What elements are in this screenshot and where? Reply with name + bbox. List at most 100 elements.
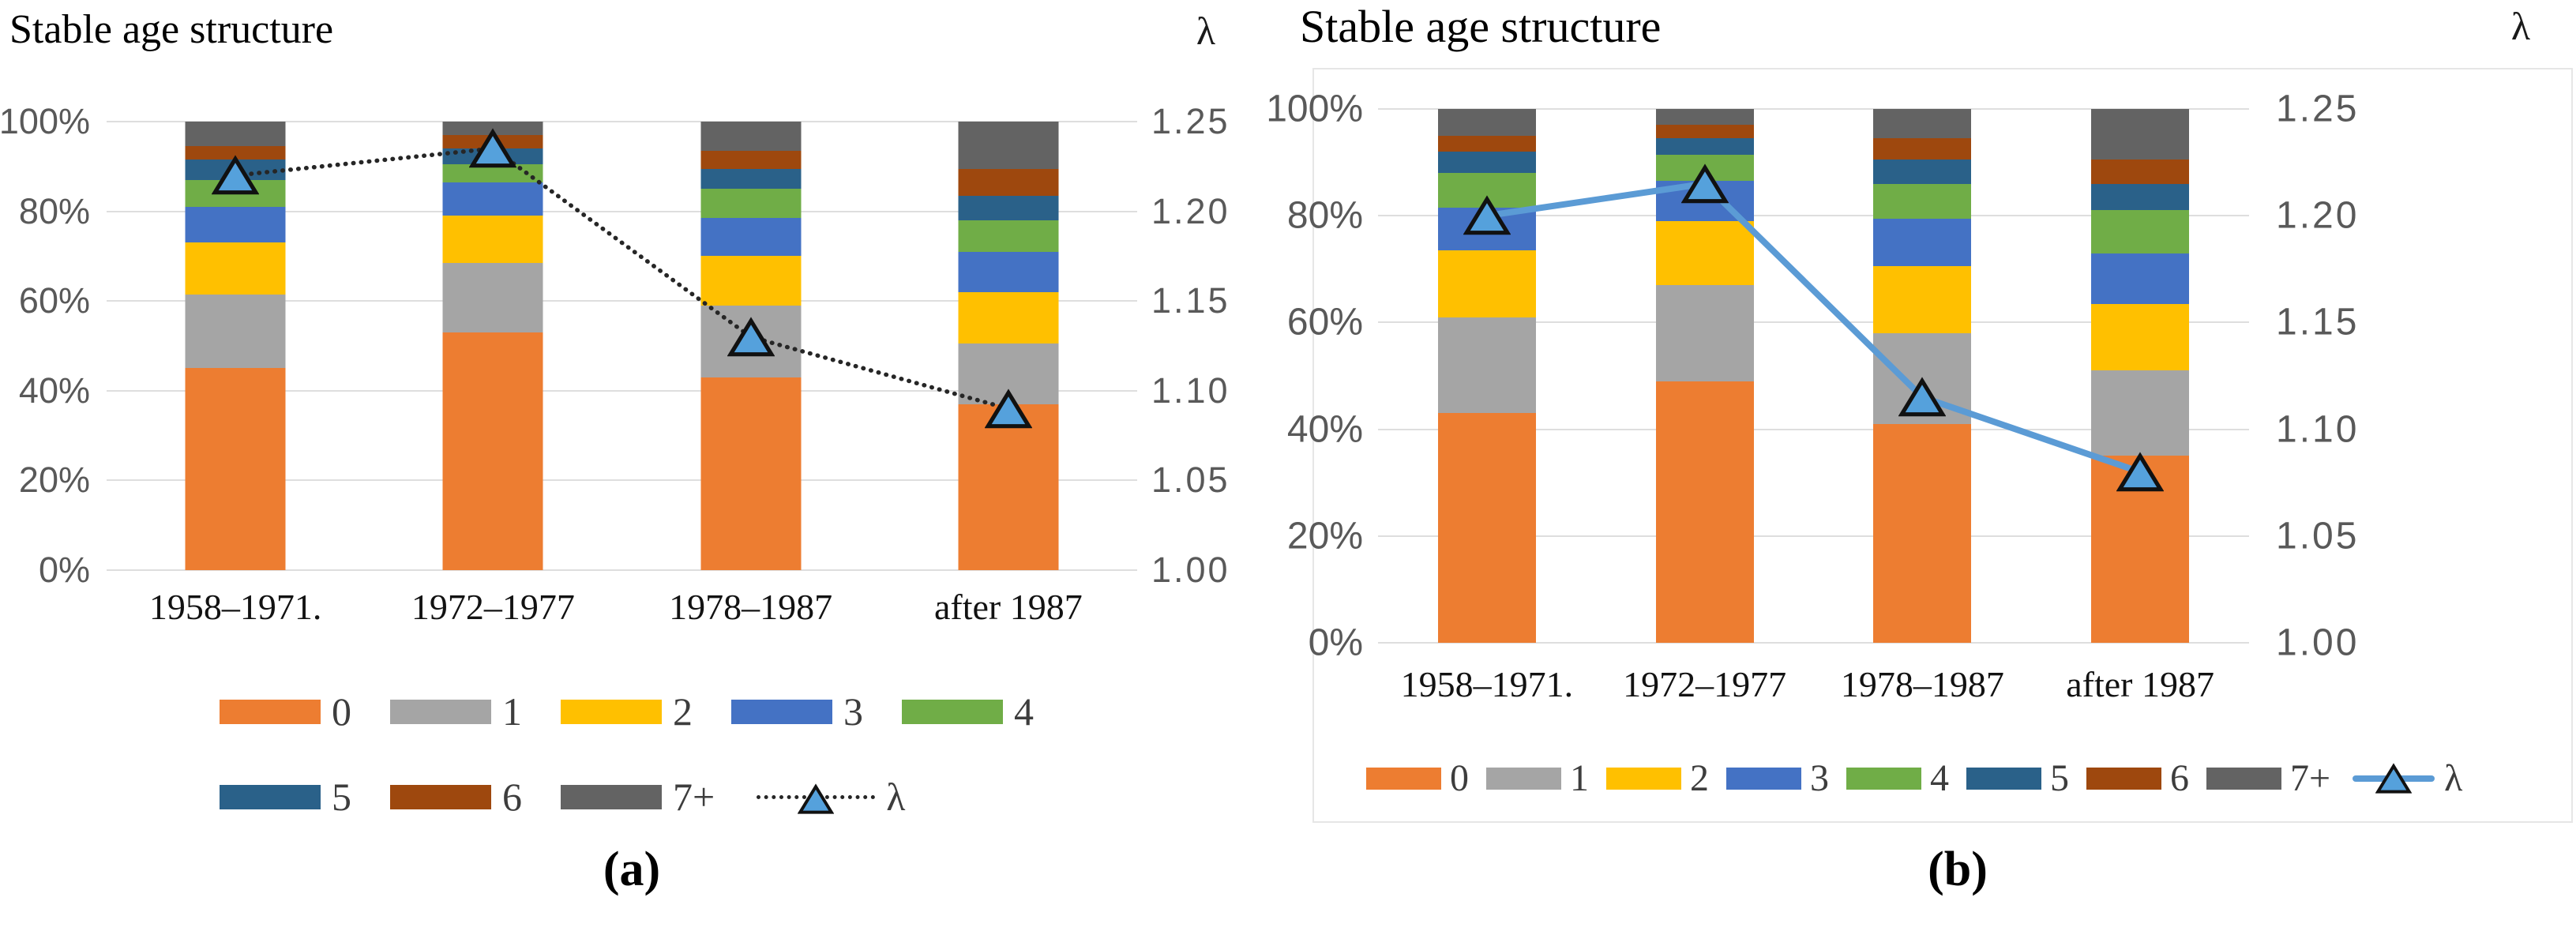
plot-area <box>107 121 1137 571</box>
legend-swatch <box>731 699 832 724</box>
lambda-triangle-icon <box>468 128 517 168</box>
lambda-line-swatch <box>2353 762 2435 794</box>
bar-segment-1 <box>1437 317 1536 414</box>
legend-label: 1 <box>502 689 522 734</box>
chart-title: Stable age structure <box>1300 1 1662 52</box>
bar-segment-3 <box>700 218 802 257</box>
legend-row: 0 1 2 3 4 <box>220 689 1034 734</box>
x-axis-category-label: 1972–1977 <box>411 587 575 627</box>
legend-label: 5 <box>2050 757 2069 799</box>
legend-label: λ <box>2444 757 2463 799</box>
legend-swatch <box>220 784 321 809</box>
bar-segment-5 <box>1873 160 1972 184</box>
legend-label: 4 <box>1930 757 1949 799</box>
legend-item-lambda: λ <box>753 774 905 820</box>
legend-label: 0 <box>332 689 351 734</box>
bar-segment-6 <box>2091 160 2190 184</box>
lambda-axis-title: λ <box>1196 9 1216 53</box>
x-axis: 1958–1971. 1972–1977 1978–1987 after 1987 <box>107 586 1137 636</box>
lambda-axis-tick-label: 1.20 <box>1151 190 1230 231</box>
lambda-marker <box>1463 195 1511 236</box>
legend-item-5: 5 <box>1966 756 2069 800</box>
legend-item-7+: 7+ <box>561 774 715 820</box>
x-axis-category-label: 1958–1971. <box>148 587 322 627</box>
lambda-axis-tick-label: 1.20 <box>2276 194 2360 237</box>
legend-row: 0 1 2 3 4 5 6 7+ λ <box>1366 756 2462 800</box>
legend-swatch <box>1966 767 2041 790</box>
lambda-marker <box>727 316 775 358</box>
lambda-axis-tick-label: 1.15 <box>2276 301 2360 343</box>
lambda-marker <box>984 388 1033 430</box>
lambda-axis: 1.25 1.20 1.15 1.10 1.05 1.00 <box>2276 88 2418 664</box>
bar-segment-6 <box>1655 125 1754 139</box>
chart-panel-b: Stable age structure λ 100% 80% 60% 40% 20% 0… <box>1264 0 2576 931</box>
bar-segment-4 <box>1873 183 1972 219</box>
legend-item-4: 4 <box>1846 756 1949 800</box>
lambda-axis-tick-label: 1.05 <box>1151 460 1230 501</box>
chart-frame-border <box>1312 68 2573 823</box>
bar-segment-7+ <box>1437 109 1536 136</box>
bar-segment-3 <box>442 182 543 216</box>
lambda-axis-tick-label: 1.25 <box>1151 101 1230 141</box>
lambda-axis-tick-label: 1.00 <box>2276 621 2360 664</box>
bar-segment-5 <box>2091 183 2190 211</box>
bar-segment-2 <box>958 291 1059 344</box>
bar-segment-6 <box>1873 138 1972 160</box>
bar-segment-6 <box>700 150 802 169</box>
bar-segment-4 <box>958 220 1059 252</box>
legend-label: 1 <box>1570 757 1589 799</box>
gridline <box>107 210 1137 212</box>
chart-title: Stable age structure <box>9 7 334 52</box>
legend-item-3: 3 <box>731 689 863 734</box>
legend: 0 1 2 3 4 5 6 7+ λ <box>220 689 1034 820</box>
bar-segment-7+ <box>1655 109 1754 126</box>
gridline <box>107 389 1137 392</box>
bar-segment-7+ <box>700 122 802 151</box>
bar-segment-2 <box>1437 250 1536 317</box>
bar-1958–1971. <box>1437 109 1536 643</box>
legend-label: λ <box>886 775 906 819</box>
legend-swatch <box>220 699 321 724</box>
bar-segment-5 <box>1437 152 1536 174</box>
y-axis-tick-label: 20% <box>18 460 90 501</box>
legend-label: 3 <box>1810 757 1829 799</box>
chart-panel-a: Stable age structure λ 100% 80% 60% 40% 20% 0… <box>0 0 1264 931</box>
x-axis-category-label: 1958–1971. <box>1400 664 1574 704</box>
y-axis-tick-label: 80% <box>18 190 90 231</box>
legend-swatch <box>561 699 662 724</box>
y-axis-tick-label: 20% <box>1286 515 1363 557</box>
lambda-triangle-icon <box>1463 195 1511 235</box>
lambda-line <box>233 146 1011 411</box>
legend-item-6: 6 <box>2086 756 2189 800</box>
bar-segment-2 <box>185 242 286 295</box>
lambda-triangle-icon <box>1898 377 1947 417</box>
legend-item-7+: 7+ <box>2206 756 2330 800</box>
lambda-axis-tick-label: 1.05 <box>2276 515 2360 557</box>
bar-segment-4 <box>2091 210 2190 253</box>
bar-after 1987 <box>958 122 1059 570</box>
gridline <box>1378 642 2249 644</box>
bar-1958–1971. <box>185 122 286 570</box>
bar-segment-2 <box>700 256 802 306</box>
gridline <box>1378 535 2249 537</box>
legend-swatch <box>2206 767 2281 790</box>
lambda-triangle-icon <box>2116 452 2165 491</box>
lambda-marker <box>1898 377 1947 418</box>
bar-segment-3 <box>185 206 286 243</box>
legend-item-3: 3 <box>1726 756 1829 800</box>
lambda-axis-title: λ <box>2510 4 2531 48</box>
legend-item-6: 6 <box>390 774 522 820</box>
bar-segment-3 <box>1873 218 1972 267</box>
legend-item-2: 2 <box>561 689 693 734</box>
plot-area <box>1378 108 2249 644</box>
legend-label: 3 <box>843 689 863 734</box>
bar-segment-7+ <box>2091 109 2190 160</box>
y-axis-tick-label: 100% <box>1266 88 1363 130</box>
lambda-triangle-icon <box>1680 163 1729 203</box>
y-axis-percent: 100% 80% 60% 40% 20% 0% <box>0 101 90 590</box>
bar-segment-1 <box>185 294 286 369</box>
bar-segment-7+ <box>185 122 286 147</box>
caption-b: (b) <box>1928 843 1988 896</box>
legend-label: 4 <box>1014 689 1034 734</box>
